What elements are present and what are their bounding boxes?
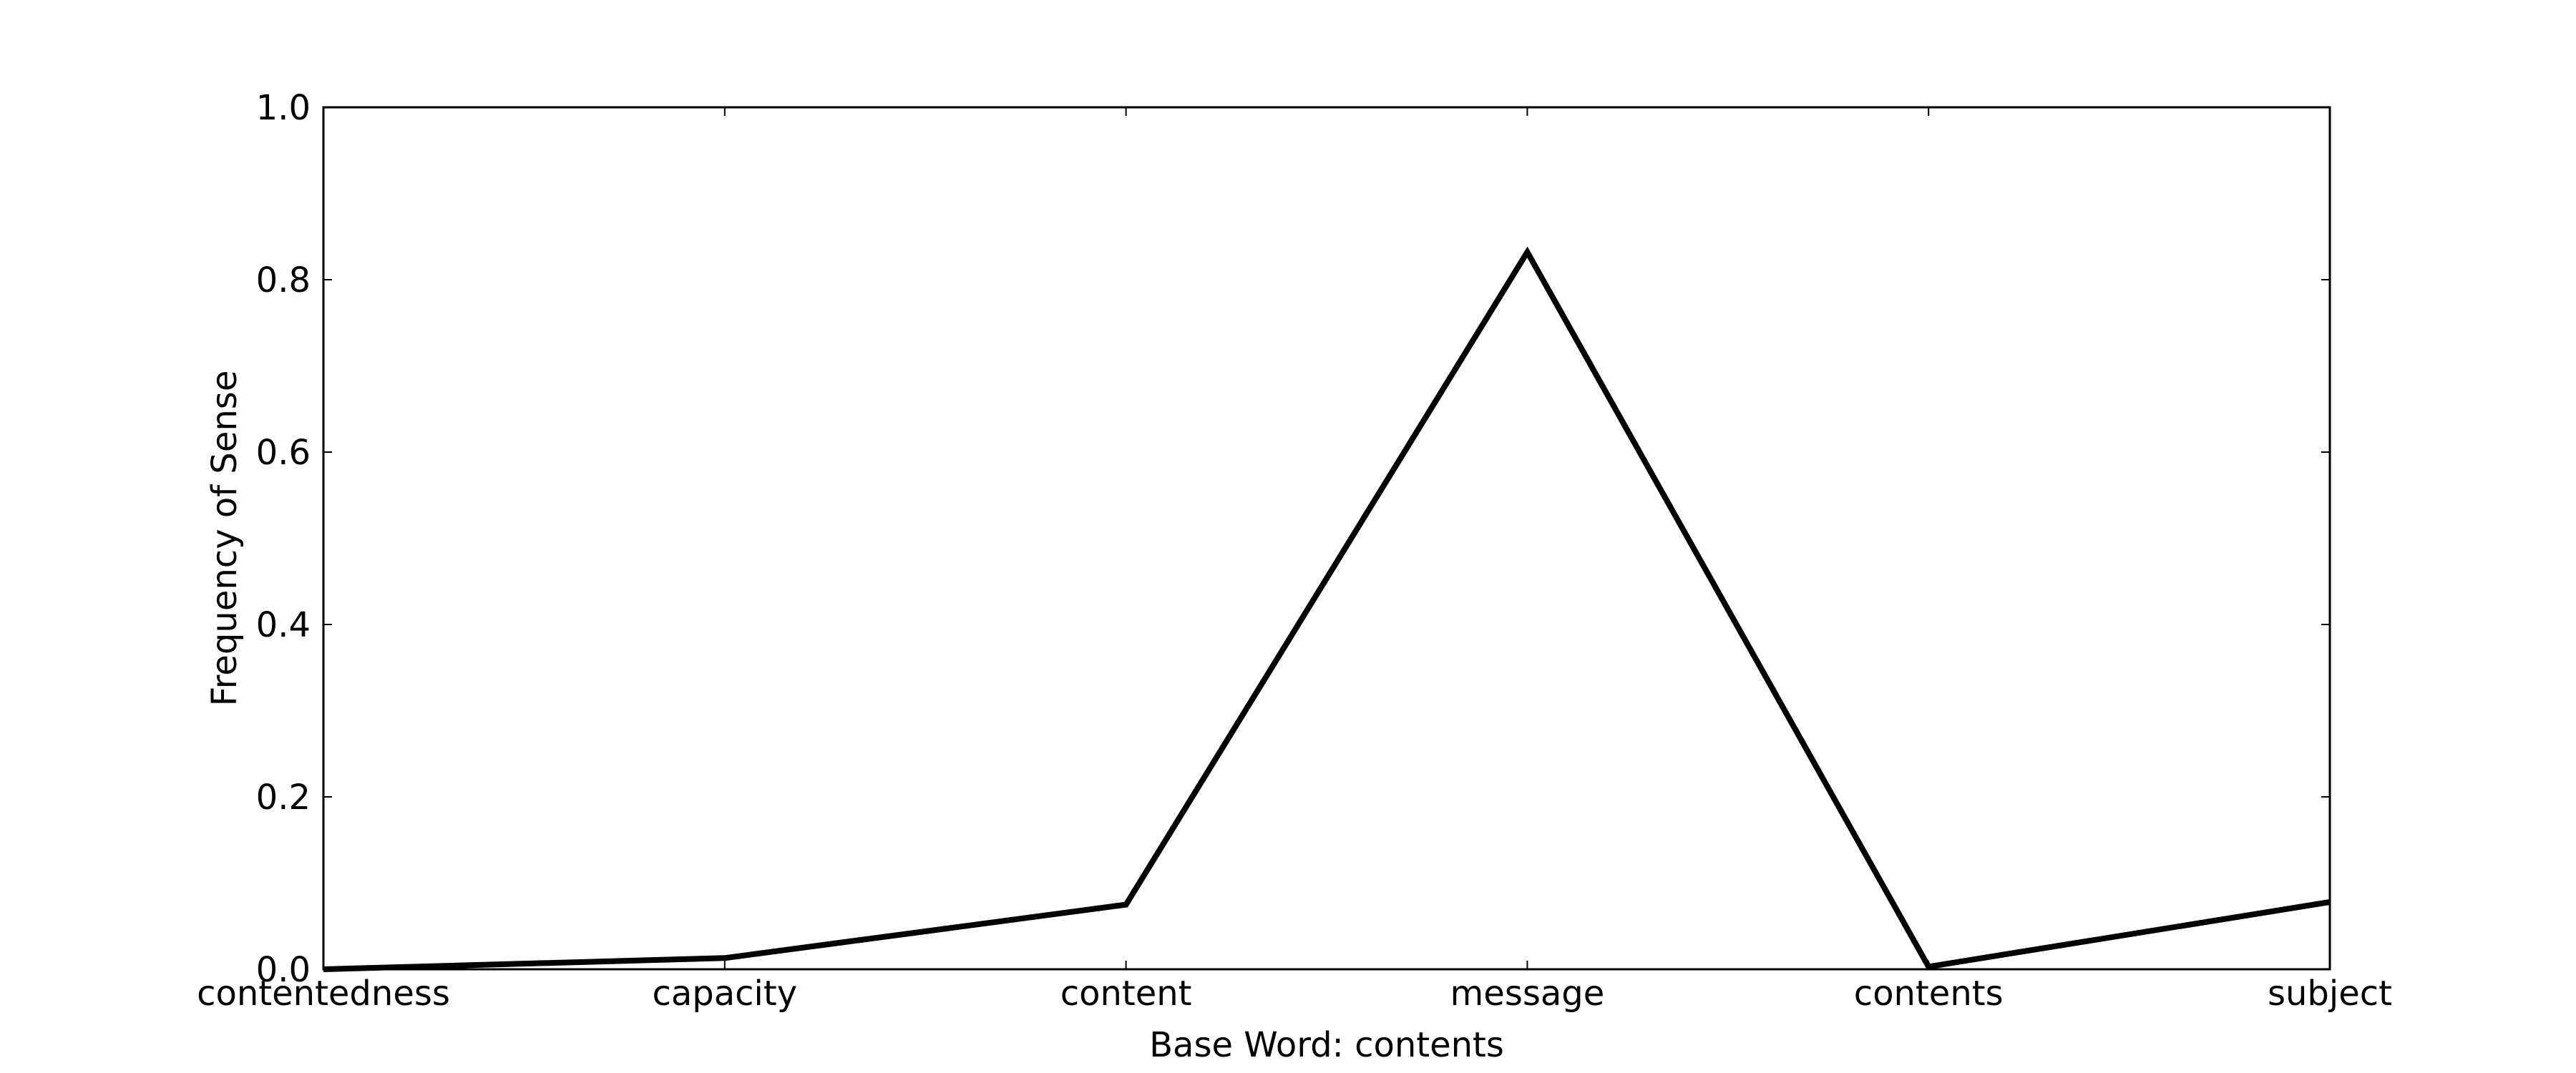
x-tick-label: contentedness xyxy=(197,974,450,1014)
y-axis-label: Frequency of Sense xyxy=(205,371,245,707)
series-line xyxy=(323,246,2331,972)
y-tick-label: 0.0 xyxy=(256,950,311,990)
y-tick-label: 0.8 xyxy=(256,260,311,300)
x-axis-ticks: contentedness capacity content message conte… xyxy=(197,107,2392,1014)
y-tick-label: 0.4 xyxy=(256,605,311,645)
x-tick-label: subject xyxy=(2268,974,2392,1014)
x-axis-label: Base Word: contents xyxy=(1149,1025,1504,1065)
y-axis-ticks: 0.0 0.2 0.4 0.6 0.8 1.0 xyxy=(256,88,2330,990)
x-tick-label: contents xyxy=(1854,974,2004,1014)
x-tick-label: content xyxy=(1060,974,1192,1014)
y-tick-label: 1.0 xyxy=(256,88,311,128)
y-tick-label: 0.6 xyxy=(256,433,311,473)
x-tick-label: capacity xyxy=(652,974,797,1014)
x-tick-label: message xyxy=(1450,974,1605,1014)
y-tick-label: 0.2 xyxy=(256,778,311,818)
axes-frame xyxy=(322,106,2331,971)
